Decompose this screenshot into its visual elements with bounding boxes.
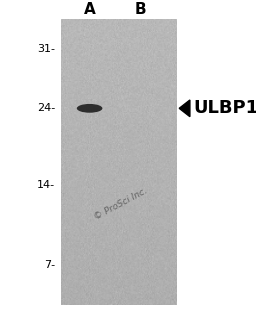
Text: 7-: 7- <box>44 260 55 270</box>
Ellipse shape <box>77 104 102 113</box>
Text: 14-: 14- <box>37 180 55 190</box>
Text: A: A <box>84 2 95 17</box>
Text: 31-: 31- <box>37 44 55 54</box>
Text: B: B <box>135 2 147 17</box>
Text: 24-: 24- <box>37 103 55 113</box>
Text: © ProSci Inc.: © ProSci Inc. <box>92 186 148 222</box>
Polygon shape <box>179 100 190 117</box>
Text: ULBP1: ULBP1 <box>194 99 256 117</box>
